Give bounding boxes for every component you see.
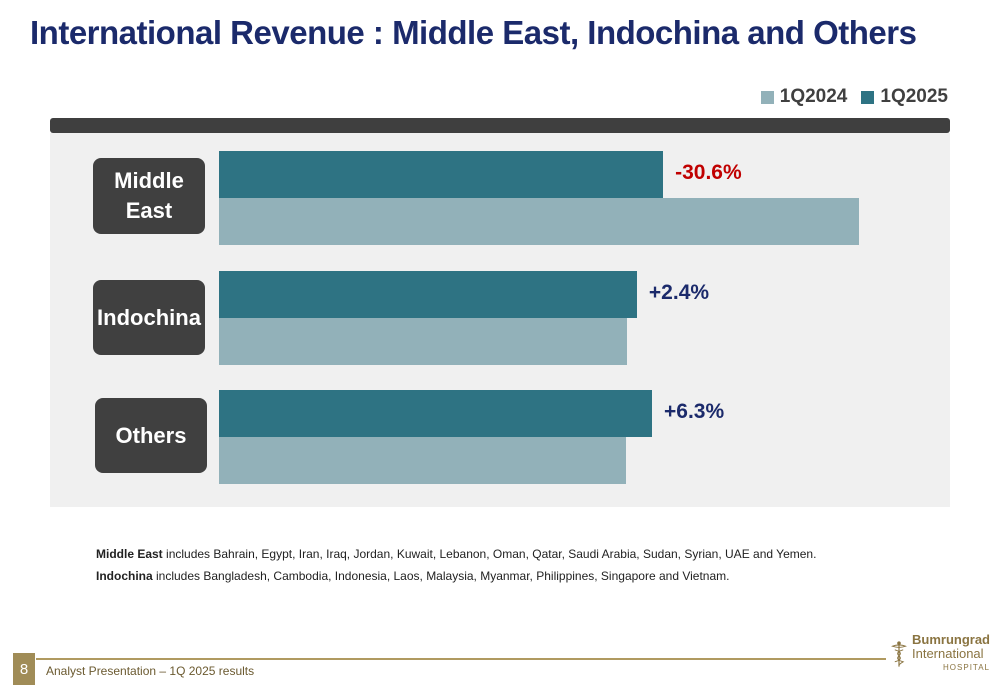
- footnote-indochina-term: Indochina: [96, 569, 153, 583]
- growth-label-middle-east: -30.6%: [675, 161, 742, 184]
- growth-label-others: +6.3%: [664, 400, 725, 423]
- bar-others-1q2024: [219, 437, 627, 484]
- chart-header-bar: [50, 118, 950, 133]
- logo-line-3: HOSPITAL: [943, 663, 990, 672]
- legend-swatch-1q2025: [861, 90, 875, 104]
- legend-item-1q2024: 1Q2024: [760, 86, 848, 108]
- chart-legend: 1Q2024 1Q2025: [760, 86, 948, 108]
- bar-middle-east-1q2025: [219, 151, 664, 198]
- page-number: 8: [13, 653, 35, 685]
- footer-divider: [36, 658, 886, 660]
- category-label-middle-east: Middle East: [93, 158, 205, 234]
- bar-middle-east-1q2024: [219, 198, 859, 245]
- logo-line-1: Bumrungrad: [912, 632, 990, 647]
- footer-text: Analyst Presentation – 1Q 2025 results: [46, 664, 255, 678]
- bar-indochina-1q2024: [219, 318, 628, 365]
- caduceus-icon: [891, 641, 907, 667]
- footnote-middle-east: Middle East includes Bahrain, Egypt, Ira…: [96, 543, 816, 565]
- footnotes: Middle East includes Bahrain, Egypt, Ira…: [96, 543, 816, 587]
- footnote-indochina-text: includes Bangladesh, Cambodia, Indonesia…: [152, 569, 730, 583]
- bar-indochina-1q2025: [219, 271, 637, 318]
- legend-label-1q2025: 1Q2025: [880, 86, 948, 107]
- footnote-middle-east-text: includes Bahrain, Egypt, Iran, Iraq, Jor…: [162, 547, 817, 561]
- growth-label-indochina: +2.4%: [648, 281, 710, 304]
- logo-text: Bumrungrad International HOSPITAL: [912, 633, 990, 675]
- category-label-indochina: Indochina: [93, 280, 205, 355]
- legend-label-1q2024: 1Q2024: [779, 86, 848, 107]
- page-title: International Revenue : Middle East, Ind…: [30, 14, 917, 51]
- legend-swatch-1q2024: [760, 90, 774, 104]
- logo-line-2: International: [912, 646, 984, 661]
- hospital-logo: Bumrungrad International HOSPITAL: [890, 628, 990, 680]
- category-label-others: Others: [95, 398, 207, 473]
- legend-item-1q2025: 1Q2025: [861, 86, 948, 108]
- footnote-middle-east-term: Middle East: [96, 547, 163, 561]
- footnote-indochina: Indochina includes Bangladesh, Cambodia,…: [96, 565, 816, 587]
- bar-others-1q2025: [219, 390, 653, 437]
